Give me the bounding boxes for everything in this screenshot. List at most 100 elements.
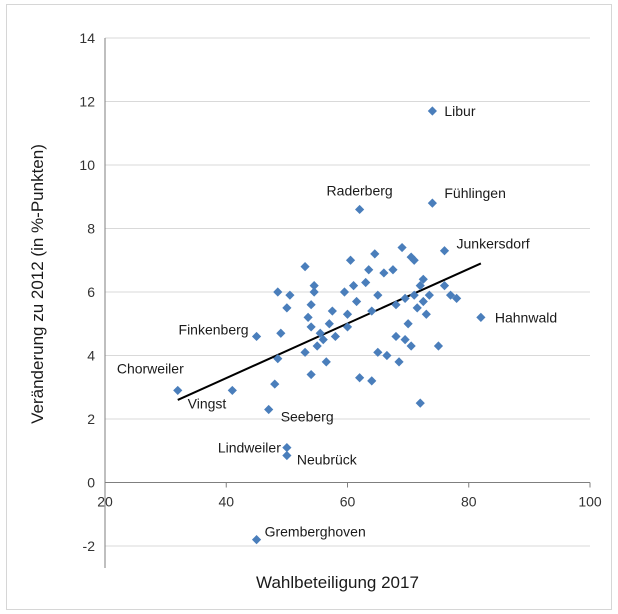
data-point bbox=[367, 376, 377, 386]
labeled-point bbox=[476, 312, 486, 322]
data-point bbox=[391, 300, 401, 310]
labeled-point bbox=[251, 331, 262, 342]
data-point bbox=[421, 309, 431, 319]
y-tick-label: 6 bbox=[87, 284, 95, 300]
y-tick-label: 12 bbox=[79, 94, 95, 110]
data-point bbox=[373, 347, 383, 357]
data-point bbox=[318, 335, 328, 345]
point-label: Fühlingen bbox=[444, 185, 506, 201]
labeled-point bbox=[427, 106, 437, 116]
point-label: Gremberghoven bbox=[265, 524, 366, 540]
labeled-point bbox=[355, 204, 365, 215]
data-point bbox=[342, 322, 353, 332]
x-axis-title: Wahlbeteiligung 2017 bbox=[256, 573, 419, 592]
y-tick-label: 8 bbox=[87, 221, 95, 237]
data-point bbox=[394, 357, 404, 367]
data-point bbox=[373, 290, 383, 300]
data-point bbox=[439, 281, 450, 291]
labeled-point bbox=[282, 442, 292, 453]
y-tick-label: 10 bbox=[79, 157, 95, 173]
data-point bbox=[391, 331, 401, 342]
data-point bbox=[406, 341, 416, 351]
point-label: Libur bbox=[444, 103, 475, 119]
x-tick-label: 80 bbox=[461, 494, 477, 510]
data-point bbox=[367, 306, 377, 316]
data-point bbox=[412, 303, 422, 313]
data-point bbox=[327, 306, 337, 316]
data-point bbox=[285, 290, 295, 300]
data-point bbox=[324, 319, 334, 329]
data-point bbox=[388, 265, 398, 275]
data-point bbox=[309, 287, 319, 297]
data-point bbox=[312, 341, 322, 351]
labeled-point bbox=[282, 450, 292, 461]
data-points bbox=[173, 106, 486, 545]
point-label: Junkersdorf bbox=[457, 236, 530, 252]
scatter-chart: -2 0 2 4 6 8 10 12 14 20 40 60 80 100 Libur Raderberg F… bbox=[28, 30, 602, 592]
data-point bbox=[415, 281, 425, 291]
data-point bbox=[270, 379, 280, 389]
data-point bbox=[418, 296, 428, 307]
data-point bbox=[273, 287, 283, 297]
data-point bbox=[397, 242, 407, 253]
data-point bbox=[452, 293, 462, 303]
x-tick-label: 20 bbox=[97, 494, 113, 510]
data-point bbox=[433, 341, 444, 351]
data-point bbox=[403, 319, 413, 329]
data-point bbox=[321, 357, 331, 367]
data-point bbox=[315, 328, 325, 338]
data-point bbox=[445, 290, 456, 300]
labeled-point bbox=[439, 246, 450, 256]
point-label: Raderberg bbox=[327, 182, 393, 198]
data-point bbox=[273, 354, 283, 364]
data-point bbox=[306, 322, 316, 332]
x-tick-label: 60 bbox=[340, 494, 356, 510]
axes: -2 0 2 4 6 8 10 12 14 20 40 60 80 100 bbox=[79, 30, 602, 568]
y-tick-label: 2 bbox=[87, 411, 95, 427]
data-point bbox=[345, 255, 356, 265]
x-tick-label: 100 bbox=[578, 494, 602, 510]
point-label: Vingst bbox=[188, 395, 227, 411]
trendline bbox=[177, 262, 482, 401]
data-point bbox=[342, 309, 353, 319]
y-tick-label: 0 bbox=[87, 475, 95, 491]
data-point bbox=[282, 303, 292, 313]
data-point bbox=[306, 300, 316, 310]
data-point bbox=[276, 328, 286, 338]
trendline-group bbox=[177, 262, 482, 401]
data-point bbox=[415, 398, 425, 408]
data-point bbox=[355, 373, 365, 383]
data-point bbox=[300, 347, 310, 357]
data-point bbox=[382, 350, 392, 361]
data-point bbox=[351, 296, 362, 307]
chart-frame: -2 0 2 4 6 8 10 12 14 20 40 60 80 100 Libur Raderberg F… bbox=[6, 4, 612, 610]
y-tick-label: 14 bbox=[79, 30, 95, 46]
data-point bbox=[361, 277, 371, 288]
data-point bbox=[300, 262, 310, 272]
data-point bbox=[409, 290, 419, 300]
labeled-point bbox=[427, 198, 437, 208]
data-point bbox=[309, 281, 319, 291]
data-point bbox=[364, 265, 374, 275]
data-point bbox=[400, 293, 410, 303]
data-point bbox=[306, 369, 316, 380]
labeled-point bbox=[264, 404, 274, 415]
data-point bbox=[406, 252, 416, 262]
labeled-point bbox=[251, 535, 262, 545]
labeled-point bbox=[227, 385, 237, 396]
data-point bbox=[418, 274, 428, 284]
point-label: Seeberg bbox=[281, 408, 334, 424]
point-label: Finkenberg bbox=[179, 321, 249, 337]
gridlines bbox=[105, 37, 590, 547]
labeled-point bbox=[173, 385, 183, 396]
x-tick-label: 40 bbox=[218, 494, 234, 510]
point-label: Neubrück bbox=[297, 452, 358, 468]
data-point bbox=[303, 312, 313, 322]
data-point bbox=[370, 249, 380, 259]
point-label: Hahnwald bbox=[495, 309, 557, 325]
point-label: Chorweiler bbox=[117, 360, 184, 376]
data-point bbox=[330, 331, 340, 342]
y-tick-label: -2 bbox=[83, 538, 96, 554]
point-label: Lindweiler bbox=[218, 440, 281, 456]
data-point bbox=[400, 335, 410, 345]
